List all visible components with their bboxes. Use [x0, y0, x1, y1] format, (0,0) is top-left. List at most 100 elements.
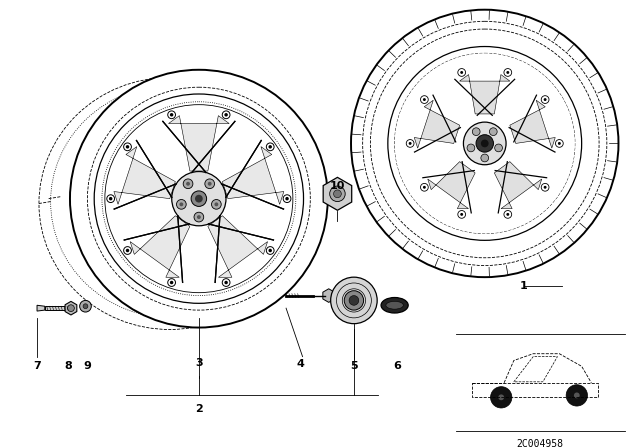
Circle shape: [458, 69, 465, 76]
Circle shape: [543, 98, 547, 101]
Text: 2: 2: [195, 404, 203, 414]
Circle shape: [107, 195, 115, 202]
Circle shape: [105, 105, 293, 293]
Circle shape: [285, 197, 289, 200]
Circle shape: [423, 186, 426, 189]
Circle shape: [268, 145, 272, 149]
Circle shape: [420, 183, 428, 191]
Circle shape: [395, 53, 575, 233]
Circle shape: [490, 387, 512, 408]
Circle shape: [504, 69, 511, 76]
Polygon shape: [208, 216, 268, 277]
Circle shape: [458, 211, 465, 218]
Ellipse shape: [386, 302, 403, 309]
Circle shape: [126, 145, 129, 149]
Circle shape: [191, 191, 207, 207]
Text: 6: 6: [394, 362, 401, 371]
Circle shape: [68, 305, 74, 311]
Circle shape: [351, 10, 618, 277]
Text: 7: 7: [33, 362, 41, 371]
Polygon shape: [168, 116, 229, 171]
Text: 9: 9: [83, 362, 92, 371]
Circle shape: [268, 249, 272, 252]
Polygon shape: [114, 146, 175, 204]
Circle shape: [463, 122, 506, 165]
Circle shape: [406, 139, 414, 147]
Circle shape: [481, 139, 488, 147]
Text: 2C004958: 2C004958: [516, 439, 563, 448]
Circle shape: [124, 143, 131, 151]
Polygon shape: [323, 289, 335, 302]
Circle shape: [70, 70, 328, 327]
Circle shape: [330, 186, 345, 202]
Circle shape: [543, 186, 547, 189]
Circle shape: [205, 179, 214, 189]
Circle shape: [172, 172, 226, 226]
Circle shape: [490, 128, 497, 136]
Circle shape: [170, 113, 173, 116]
Circle shape: [344, 291, 364, 310]
Circle shape: [283, 195, 291, 202]
Circle shape: [212, 199, 221, 209]
Circle shape: [170, 281, 173, 284]
Circle shape: [467, 144, 475, 152]
Circle shape: [83, 304, 88, 309]
Polygon shape: [65, 302, 77, 315]
Circle shape: [168, 279, 175, 286]
Circle shape: [109, 197, 113, 200]
Circle shape: [460, 71, 463, 74]
Circle shape: [208, 182, 212, 186]
Circle shape: [183, 179, 193, 189]
Circle shape: [331, 277, 377, 323]
Circle shape: [194, 212, 204, 222]
Polygon shape: [510, 100, 556, 148]
Ellipse shape: [381, 297, 408, 313]
Circle shape: [94, 94, 303, 303]
Circle shape: [214, 202, 218, 206]
Circle shape: [420, 96, 428, 103]
Circle shape: [126, 249, 129, 252]
Circle shape: [177, 199, 186, 209]
Polygon shape: [222, 146, 284, 204]
Polygon shape: [45, 306, 68, 310]
Circle shape: [556, 139, 563, 147]
Circle shape: [225, 113, 228, 116]
Circle shape: [558, 142, 561, 145]
Circle shape: [186, 182, 190, 186]
Circle shape: [566, 385, 588, 406]
Circle shape: [195, 195, 203, 202]
Circle shape: [460, 213, 463, 216]
Circle shape: [541, 183, 549, 191]
Polygon shape: [323, 177, 352, 210]
Circle shape: [349, 296, 359, 305]
Circle shape: [423, 98, 426, 101]
Text: 10: 10: [330, 181, 345, 191]
Circle shape: [472, 128, 480, 136]
Circle shape: [333, 190, 341, 198]
Circle shape: [124, 246, 131, 254]
Polygon shape: [130, 216, 190, 277]
Polygon shape: [37, 305, 45, 311]
Polygon shape: [414, 100, 460, 148]
Circle shape: [574, 392, 580, 398]
Polygon shape: [428, 162, 475, 209]
Circle shape: [541, 96, 549, 103]
Text: 8: 8: [64, 362, 72, 371]
Circle shape: [266, 143, 274, 151]
Circle shape: [476, 135, 493, 152]
Circle shape: [197, 215, 201, 219]
Circle shape: [225, 281, 228, 284]
Text: 4: 4: [297, 359, 305, 369]
Circle shape: [79, 301, 92, 312]
Text: 3: 3: [195, 358, 203, 368]
Circle shape: [409, 142, 412, 145]
Text: 1: 1: [520, 281, 527, 291]
Polygon shape: [494, 162, 541, 209]
Circle shape: [506, 71, 509, 74]
Text: 5: 5: [350, 362, 358, 371]
Circle shape: [168, 111, 175, 119]
Circle shape: [222, 111, 230, 119]
Circle shape: [506, 213, 509, 216]
Circle shape: [179, 202, 183, 206]
Circle shape: [481, 154, 488, 162]
